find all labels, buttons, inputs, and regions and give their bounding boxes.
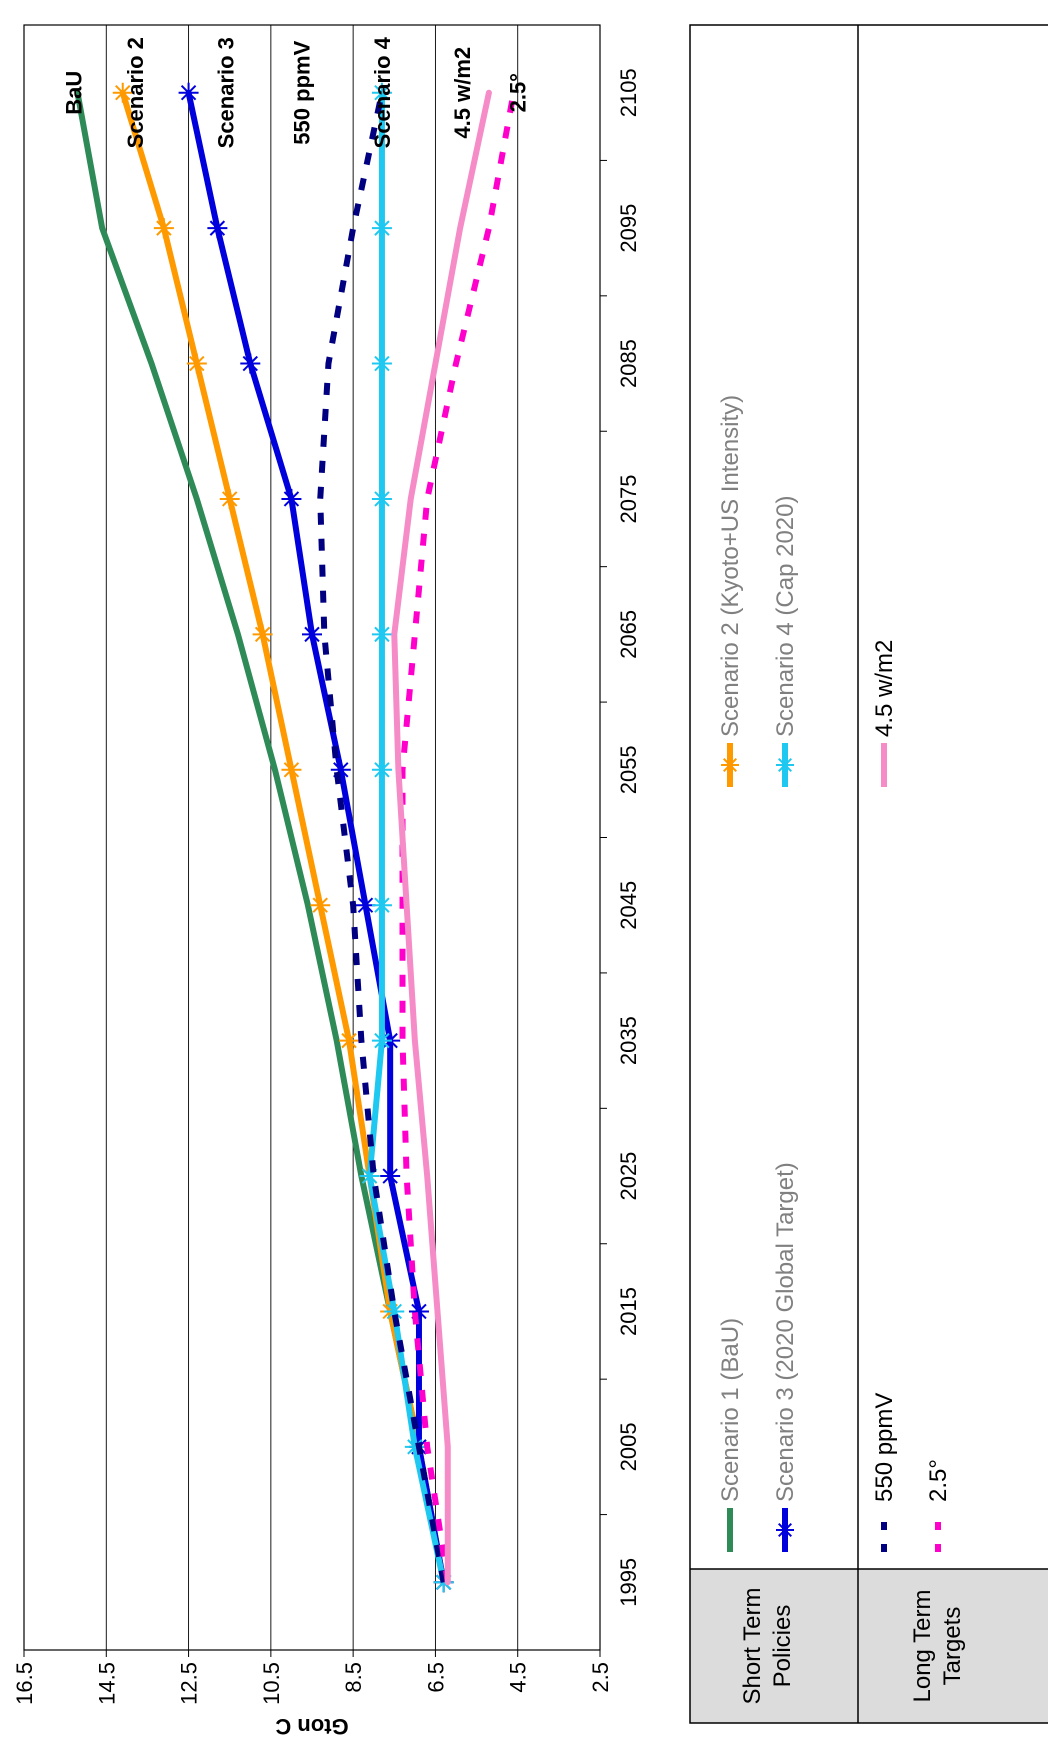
series-line-4 — [317, 92, 447, 1583]
y-tick-label: 16.5 — [12, 1662, 37, 1705]
data-point — [371, 488, 392, 509]
data-point — [252, 624, 273, 645]
data-point — [371, 82, 392, 103]
x-tick-label: 2065 — [616, 610, 641, 659]
data-point — [371, 895, 392, 916]
x-tick-label: 1995 — [616, 1558, 641, 1607]
data-point — [380, 1166, 401, 1187]
data-point — [776, 1521, 794, 1539]
data-point — [359, 1166, 380, 1187]
data-point — [153, 218, 174, 239]
data-point — [178, 82, 199, 103]
series-line-3 — [366, 89, 447, 1586]
series-annotation: 4.5 w/m2 — [450, 47, 475, 139]
x-tick-label: 2095 — [616, 204, 641, 253]
legend-entry: 550 ppmV — [871, 1393, 898, 1502]
y-tick-label: 2.5 — [588, 1662, 613, 1693]
series-annotation: Scenario 3 — [214, 37, 239, 148]
y-axis: 2.5 4.5 6.5 8.5 10.5 12.5 14.5 16.5 — [12, 1650, 613, 1705]
x-tick-label: 2035 — [616, 1016, 641, 1065]
data-point — [371, 759, 392, 780]
y-tick-label: 12.5 — [177, 1662, 202, 1705]
x-tick-label: 2055 — [616, 745, 641, 794]
x-tick-label: 2075 — [616, 474, 641, 523]
grid — [23, 25, 601, 1650]
x-tick-label: 2085 — [616, 339, 641, 388]
series-annotation: 550 ppmV — [290, 40, 315, 144]
plot-area — [23, 24, 601, 1651]
legend: Short Term Policies Long Term Targets Scenar… — [689, 24, 1048, 1724]
legend-header-fill — [690, 1569, 1048, 1723]
series-annotation: BaU — [61, 71, 86, 115]
series-annotation: 2.5° — [506, 73, 531, 112]
y-tick-label: 10.5 — [259, 1662, 284, 1705]
data-point — [371, 1030, 392, 1051]
data-point — [339, 1030, 360, 1051]
legend-entry: Scenario 2 (Kyoto+US Intensity) — [717, 395, 744, 737]
x-axis: 1995 2005 2015 2025 2035 2045 2055 2065 2075 2085… — [600, 68, 641, 1607]
series-annotation: Scenario 2 — [123, 37, 148, 148]
data-point — [310, 895, 331, 916]
y-tick-label: 4.5 — [506, 1662, 531, 1693]
data-point — [112, 82, 133, 103]
annotations: BaU Scenario 2 Scenario 3 550 ppmV Scenario … — [61, 36, 530, 148]
data-point — [186, 353, 207, 374]
data-point — [371, 218, 392, 239]
data-point — [281, 759, 302, 780]
series-layer — [74, 82, 517, 1593]
data-point — [776, 756, 794, 774]
data-point — [302, 624, 322, 645]
y-tick-label: 8.5 — [341, 1662, 366, 1693]
x-tick-label: 2105 — [616, 68, 641, 117]
x-tick-label: 2025 — [616, 1152, 641, 1201]
legend-entry: 2.5° — [925, 1459, 952, 1502]
data-point — [281, 488, 302, 509]
legend-group-short: Short Term Policies — [739, 1588, 796, 1705]
legend-frame — [689, 24, 1048, 1724]
legend-group-long: Long Term Targets — [909, 1590, 966, 1703]
legend-entry: Scenario 1 (BaU) — [717, 1318, 744, 1502]
x-tick-label: 2045 — [616, 881, 641, 930]
y-axis-label: Gton C — [275, 1714, 348, 1739]
data-point — [330, 759, 351, 780]
legend-entry: Scenario 3 (2020 Global Target) — [772, 1162, 799, 1502]
data-point — [207, 218, 228, 239]
data-point — [240, 353, 261, 374]
x-tick-label: 2015 — [616, 1287, 641, 1336]
series-line-1 — [119, 89, 447, 1586]
series-line-0 — [74, 89, 447, 1586]
data-point — [219, 488, 240, 509]
series-line-6 — [391, 89, 492, 1586]
y-tick-label: 6.5 — [423, 1662, 448, 1693]
x-tick-label: 2005 — [616, 1422, 641, 1471]
series-line-5 — [399, 92, 517, 1583]
data-point — [371, 353, 392, 374]
data-point — [371, 624, 392, 645]
series-annotation: Scenario 4 — [370, 36, 395, 148]
legend-entry: 4.5 w/m2 — [871, 640, 898, 737]
series-line-2 — [185, 89, 447, 1586]
data-point — [721, 756, 739, 774]
data-point — [408, 1301, 429, 1322]
legend-entry: Scenario 4 (Cap 2020) — [772, 496, 799, 737]
y-tick-label: 14.5 — [94, 1662, 119, 1705]
